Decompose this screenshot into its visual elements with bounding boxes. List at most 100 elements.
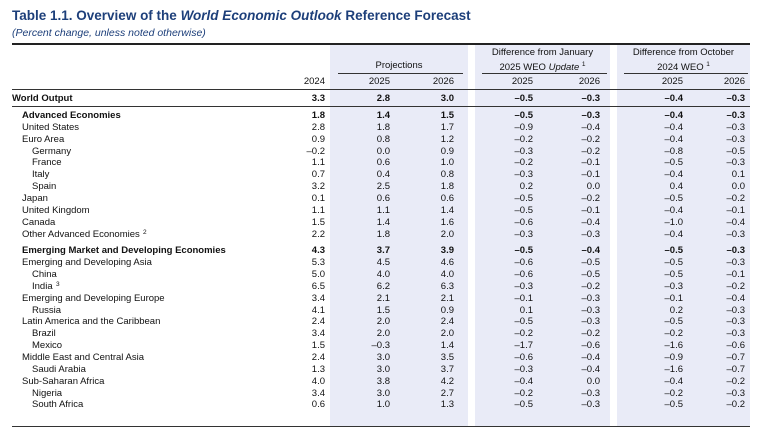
cell-value: –0.9 xyxy=(664,352,684,363)
cell-value: –0.3 xyxy=(726,133,746,145)
cell-value: 0.4 xyxy=(669,181,683,193)
cell-value: 3.7 xyxy=(376,245,390,257)
row-label: Brazil xyxy=(32,328,56,340)
cell-value: 4.5 xyxy=(376,257,390,269)
cell-value: 4.1 xyxy=(311,304,325,316)
cell-value: –0.4 xyxy=(581,121,601,133)
cell-value: –0.7 xyxy=(726,352,746,363)
table-subtitle: (Percent change, unless noted otherwise) xyxy=(12,27,206,39)
cell-value: 1.3 xyxy=(311,363,325,375)
bottom-rule xyxy=(12,426,750,427)
cell-value: 2.5 xyxy=(376,181,390,193)
row-label: United States xyxy=(22,121,80,133)
diff-oct-note: 1 xyxy=(706,61,710,68)
table-title-suffix: Reference Forecast xyxy=(341,8,471,23)
diff-jan-header: Difference from January 2025 WEO Update … xyxy=(475,47,610,74)
cell-value: 3.5 xyxy=(440,352,454,363)
cell-value: 0.9 xyxy=(440,145,454,157)
table-title-prefix: Table 1.1. Overview of the xyxy=(12,8,181,23)
table-row: Russia 4.1 1.5 0.9 0.1 –0.3 0.2 –0.3 xyxy=(0,305,768,317)
diff-oct-line2: 2024 WEO 1 xyxy=(617,59,750,74)
table-row: Advanced Economies 1.8 1.4 1.5 –0.5 –0.3 –0.4 –… xyxy=(0,110,768,122)
cell-value: 1.8 xyxy=(376,121,390,133)
cell-value: –0.3 xyxy=(726,110,746,121)
cell-value: –0.3 xyxy=(514,363,534,375)
table-title-italic: World Economic Outlook xyxy=(180,8,342,23)
row-label: Spain xyxy=(32,181,57,193)
cell-value: –0.2 xyxy=(581,328,601,340)
table-row: Euro Area 0.9 0.8 1.2 –0.2 –0.2 –0.4 –0.3 xyxy=(0,134,768,146)
cell-value: 0.6 xyxy=(376,192,390,204)
cell-value: –0.2 xyxy=(581,145,601,157)
cell-value: –0.6 xyxy=(726,340,746,352)
cell-value: –0.6 xyxy=(514,216,534,228)
row-label: South Africa xyxy=(32,399,84,411)
cell-value: 1.6 xyxy=(440,216,454,228)
cell-value: 2.4 xyxy=(311,316,325,328)
cell-value: 2.1 xyxy=(440,292,454,304)
cell-value: –0.5 xyxy=(514,192,534,204)
row-label: Sub-Saharan Africa xyxy=(22,375,105,387)
cell-value: –0.2 xyxy=(726,280,746,292)
row-label: China xyxy=(32,269,57,281)
row-label: France xyxy=(32,157,62,169)
cell-value: –0.3 xyxy=(581,110,601,121)
cell-value: 1.0 xyxy=(440,157,454,169)
cell-value: –0.5 xyxy=(664,245,684,257)
year-header-oct-2026: 2026 xyxy=(723,76,745,87)
cell-value: 6.3 xyxy=(440,280,454,292)
cell-value: –0.5 xyxy=(514,316,534,328)
table-row: Middle East and Central Asia 2.4 3.0 3.5 –0.… xyxy=(0,352,768,364)
cell-value: –0.4 xyxy=(581,245,601,257)
cell-value: 1.4 xyxy=(440,204,454,216)
cell-value: 0.9 xyxy=(440,304,454,316)
cell-value: 6.5 xyxy=(311,280,325,292)
cell-value: –0.1 xyxy=(664,292,684,304)
cell-value: 1.5 xyxy=(440,110,454,121)
cell-value: –0.3 xyxy=(726,121,746,133)
cell-value: 3.9 xyxy=(440,245,454,257)
cell-value: 2.8 xyxy=(376,93,390,104)
row-label: Emerging and Developing Asia xyxy=(22,257,152,269)
table-row: Spain 3.2 2.5 1.8 0.2 0.0 0.4 0.0 xyxy=(0,181,768,193)
cell-value: 1.1 xyxy=(311,204,325,216)
cell-value: 0.7 xyxy=(311,169,325,181)
cell-value: 0.1 xyxy=(519,304,533,316)
table-row: Emerging Market and Developing Economies… xyxy=(0,245,768,257)
cell-value: –0.2 xyxy=(581,133,601,145)
cell-value: –0.3 xyxy=(726,316,746,328)
cell-value: 3.0 xyxy=(376,352,390,363)
cell-value: –0.3 xyxy=(581,387,601,399)
cell-value: 0.4 xyxy=(376,169,390,181)
cell-value: –0.4 xyxy=(664,93,684,104)
table-row: Saudi Arabia 1.3 3.0 3.7 –0.3 –0.4 –1.6 –0.7 xyxy=(0,364,768,376)
cell-value: –0.3 xyxy=(581,228,601,240)
cell-value: 2.8 xyxy=(311,121,325,133)
cell-value: –0.2 xyxy=(581,192,601,204)
cell-value: –0.3 xyxy=(726,257,746,269)
row-label: Mexico xyxy=(32,340,63,352)
cell-value: –0.4 xyxy=(664,169,684,181)
cell-value: 4.3 xyxy=(311,245,325,257)
row-label: Germany xyxy=(32,145,72,157)
diff-jan-underline xyxy=(482,73,607,74)
cell-value: –1.6 xyxy=(664,340,684,352)
diff-jan-band xyxy=(475,45,610,426)
cell-value: –0.3 xyxy=(664,280,684,292)
table-row: United Kingdom 1.1 1.1 1.4 –0.5 –0.1 –0.4 –0.1 xyxy=(0,205,768,217)
projections-band xyxy=(330,45,468,426)
cell-value: –0.1 xyxy=(581,169,601,181)
row-label: India xyxy=(32,280,53,292)
cell-value: 3.0 xyxy=(440,93,454,104)
cell-value: –0.3 xyxy=(514,169,534,181)
cell-value: 0.0 xyxy=(586,181,600,193)
cell-value: 3.2 xyxy=(311,181,325,193)
cell-value: –0.4 xyxy=(664,121,684,133)
cell-value: –0.3 xyxy=(514,280,534,292)
cell-value: –0.4 xyxy=(726,216,746,228)
cell-value: 0.0 xyxy=(376,145,390,157)
row-label: Italy xyxy=(32,169,50,181)
row-label: Other Advanced Economies xyxy=(22,228,140,240)
cell-value: 0.0 xyxy=(586,375,600,387)
table-row: Nigeria 3.4 3.0 2.7 –0.2 –0.3 –0.2 –0.3 xyxy=(0,388,768,400)
